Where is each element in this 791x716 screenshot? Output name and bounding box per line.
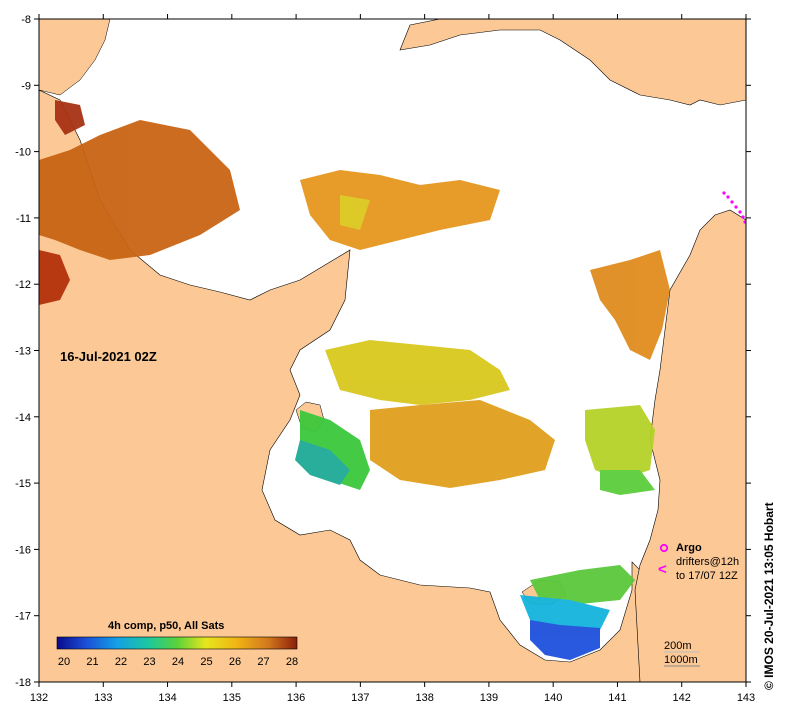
longitude-tick-label: 136 — [287, 692, 305, 704]
colorbar-label: 26 — [228, 656, 242, 668]
latitude-tick-label: -14 — [15, 412, 31, 424]
land-east — [634, 209, 746, 682]
sst-ne-orange — [590, 250, 670, 360]
latitude-tick-label: -18 — [15, 677, 31, 689]
latitude-tick-label: -12 — [15, 279, 31, 291]
sst-patches — [39, 100, 670, 660]
drifter-track — [722, 191, 746, 224]
colorbar-label: 25 — [200, 656, 213, 668]
longitude-tick-label: 142 — [673, 692, 691, 704]
latitude-tick-label: -8 — [21, 14, 31, 26]
latitude-tick-label: -16 — [15, 544, 31, 556]
latitude-tick-label: -17 — [15, 611, 31, 623]
latitude-tick-label: -15 — [15, 478, 31, 490]
sst-south-blue — [530, 620, 600, 660]
sst-teal — [295, 440, 350, 485]
sst-east-yellowgreen — [585, 405, 655, 480]
colorbar-label: 20 — [57, 656, 71, 668]
colorbar — [56, 636, 298, 650]
land-island-nw — [39, 19, 111, 96]
land-png — [399, 19, 746, 106]
sst-north-orange — [300, 170, 500, 250]
composite-label: 4h comp, p50, All Sats — [108, 620, 225, 632]
longitude-tick-label: 141 — [608, 692, 626, 704]
colorbar-label: 24 — [171, 656, 185, 668]
sst-central-orange — [370, 400, 555, 488]
longitude-tick-label: 134 — [158, 692, 176, 704]
longitude-tick-label: 139 — [480, 692, 498, 704]
depth-200-label: 200m — [664, 640, 692, 652]
drifters-legend: drifters@12h to 17/07 12Z — [676, 555, 739, 583]
land-west — [39, 89, 641, 682]
colorbar-label: 27 — [257, 656, 270, 668]
longitude-tick-label: 143 — [737, 692, 755, 704]
colorbar-label: 21 — [86, 656, 99, 668]
argo-legend-label: Argo — [676, 542, 702, 554]
sst-nw-hot — [39, 250, 70, 305]
longitude-tick-label: 133 — [94, 692, 112, 704]
sst-nw-warm — [39, 120, 240, 260]
sst-central-yellow — [325, 340, 510, 405]
latitude-axis: -8 -9 -10 -11 -12 -13 -14 -15 -16 -17 -18 — [15, 14, 751, 689]
drifters-to-label: to 17/07 12Z — [676, 570, 738, 582]
date-label: 16-Jul-2021 02Z — [60, 349, 157, 364]
colorbar-label: 23 — [143, 656, 156, 668]
longitude-tick-label: 137 — [351, 692, 369, 704]
depth-1000-label: 1000m — [664, 654, 698, 666]
longitude-tick-label: 140 — [544, 692, 562, 704]
latitude-tick-label: -11 — [16, 213, 31, 225]
longitude-tick-label: 135 — [223, 692, 241, 704]
colorbar-label: 28 — [285, 656, 299, 668]
latitude-tick-label: -9 — [21, 80, 31, 92]
drifter-arrow-icon: < — [658, 561, 667, 578]
sst-east-green — [600, 470, 655, 495]
sst-north-yellow — [340, 195, 370, 230]
longitude-axis: 132 133 134 135 136 137 138 139 140 141 142 143 — [30, 14, 755, 704]
latitude-tick-label: -10 — [15, 147, 31, 159]
colorbar-label: 22 — [114, 656, 128, 668]
sst-south-green — [530, 565, 635, 605]
argo-marker-icon — [659, 543, 669, 553]
longitude-tick-label: 138 — [415, 692, 433, 704]
credit-label: © IMOS 20-Jul-2021 13:05 Hobart — [762, 502, 776, 690]
drifters-legend-label: drifters@12h — [676, 556, 740, 568]
sst-south-cyan — [520, 595, 610, 630]
sst-nw-hot2 — [55, 100, 85, 135]
longitude-tick-label: 132 — [30, 692, 48, 704]
latitude-tick-label: -13 — [15, 346, 31, 358]
